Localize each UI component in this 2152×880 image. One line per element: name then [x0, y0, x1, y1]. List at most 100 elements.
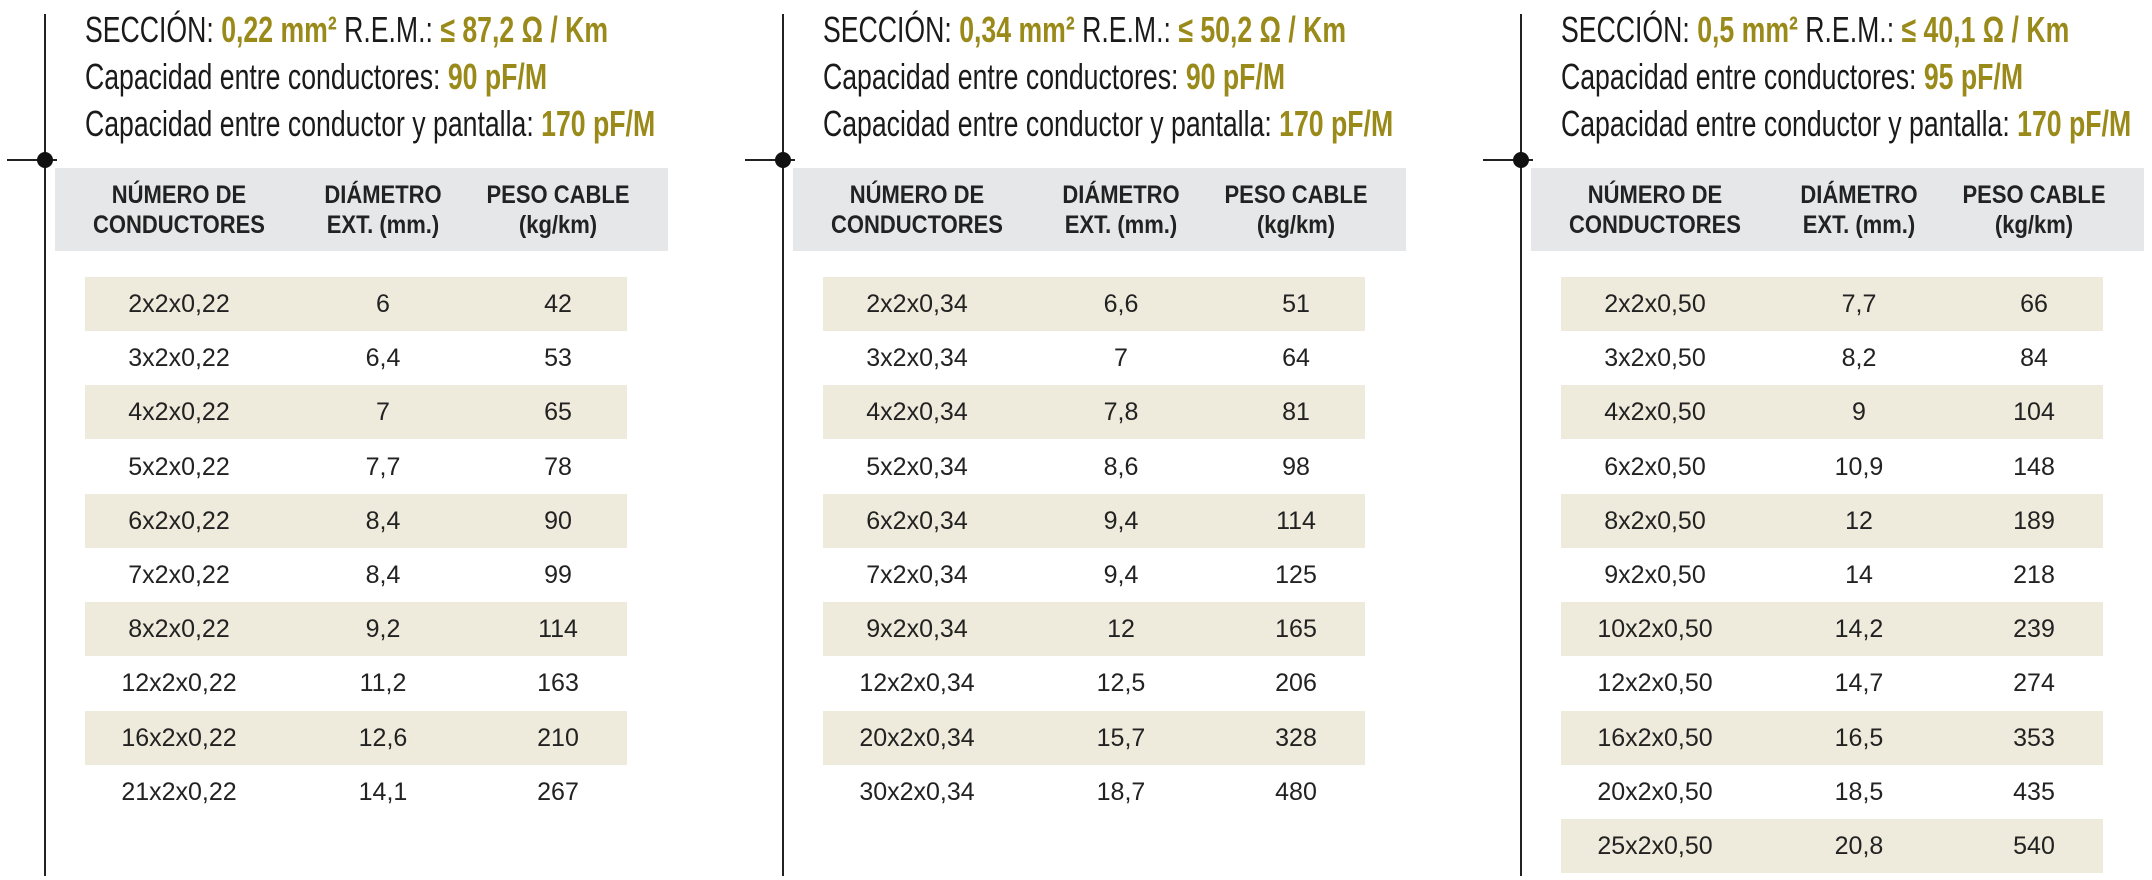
column-header: DIÁMETRO EXT. (mm.)	[1762, 180, 1956, 240]
table-cell: 9,2	[365, 615, 401, 644]
spec-label: Capacidad entre conductores:	[85, 56, 441, 97]
spec-value: ≤ 40,1 Ω / Km	[1901, 9, 2070, 50]
column-header: DIÁMETRO EXT. (mm.)	[286, 180, 480, 240]
header-line: (kg/km)	[518, 211, 598, 239]
table-cell: 98	[1282, 452, 1310, 481]
table-cell: 2x2x0,50	[1604, 290, 1706, 318]
header-line: (kg/km)	[1994, 211, 2074, 239]
table-cell: 148	[2013, 452, 2055, 481]
header-line: NÚMERO DE	[111, 181, 247, 209]
table-cell: 218	[2013, 561, 2055, 589]
table-cell: 21x2x0,22	[121, 777, 237, 806]
table-cell: 435	[2013, 777, 2055, 806]
table-cell: 4x2x0,34	[866, 398, 968, 427]
header-line: NÚMERO DE	[1587, 181, 1723, 209]
spec-value: 170 pF/M	[1279, 103, 1394, 144]
spec-label: Capacidad entre conductor y pantalla:	[823, 103, 1272, 144]
table-cell: 12x2x0,50	[1597, 669, 1713, 698]
spec-label: SECCIÓN:	[85, 9, 214, 50]
table-row	[823, 385, 1365, 440]
table-row	[85, 277, 627, 331]
table-cell: 9,4	[1103, 506, 1139, 535]
spec-line: Capacidad entre conductor y pantalla: 17…	[85, 102, 655, 146]
table-cell: 104	[2013, 398, 2055, 427]
table-cell: 239	[2013, 615, 2055, 644]
header-line: DIÁMETRO	[324, 181, 442, 209]
table-cell: 16x2x0,50	[1597, 723, 1713, 752]
table-cell: 14,1	[358, 777, 408, 806]
table-cell: 6	[376, 290, 390, 318]
table-row	[823, 493, 1365, 548]
table-cell: 15,7	[1096, 723, 1146, 752]
spec-line: Capacidad entre conductor y pantalla: 17…	[823, 102, 1393, 146]
spec-line: Capacidad entre conductores: 90 pF/M	[823, 55, 1285, 99]
spec-line: SECCIÓN: 0,5 mm² R.E.M.: ≤ 40,1 Ω / Km	[1561, 8, 2069, 52]
table-cell: 4x2x0,50	[1604, 398, 1706, 427]
spec-value: ≤ 87,2 Ω / Km	[440, 9, 609, 50]
spec-line: Capacidad entre conductores: 90 pF/M	[85, 55, 547, 99]
table-cell: 14,2	[1834, 615, 1884, 644]
spec-label: R.E.M.:	[1082, 9, 1171, 50]
table-cell: 125	[1275, 561, 1317, 589]
table-cell: 42	[544, 290, 572, 318]
table-cell: 7	[1114, 344, 1128, 373]
spec-value: 0,34 mm²	[959, 9, 1075, 50]
table-row	[1561, 602, 2103, 657]
table-cell: 65	[544, 398, 572, 427]
spec-label: Capacidad entre conductor y pantalla:	[1561, 103, 2010, 144]
table-cell: 7x2x0,34	[866, 561, 968, 589]
table-cell: 9,4	[1103, 561, 1139, 589]
table-cell: 163	[537, 669, 579, 698]
table-cell: 206	[1275, 669, 1317, 698]
table-cell: 6x2x0,22	[128, 506, 230, 535]
header-line: DIÁMETRO	[1062, 181, 1180, 209]
table-cell: 7	[376, 398, 390, 427]
table-cell: 7,8	[1103, 398, 1139, 427]
header-line: (kg/km)	[1256, 211, 1336, 239]
table-cell: 81	[1282, 398, 1310, 427]
table-cell: 20x2x0,34	[859, 723, 975, 752]
divider-line	[1520, 14, 1522, 876]
rule-line	[745, 159, 795, 161]
table-cell: 210	[537, 723, 579, 752]
table-cell: 99	[544, 561, 572, 589]
table-row	[1561, 493, 2103, 548]
header-line: PESO CABLE	[486, 181, 630, 209]
table-cell: 12,6	[358, 723, 408, 752]
column-header: PESO CABLE (kg/km)	[461, 180, 655, 240]
table-cell: 8,4	[365, 506, 401, 535]
table-cell: 25x2x0,50	[1597, 832, 1713, 860]
column-header: PESO CABLE (kg/km)	[1199, 180, 1393, 240]
table-cell: 66	[2020, 290, 2048, 318]
table-cell: 90	[544, 506, 572, 535]
table-row	[85, 602, 627, 657]
table-cell: 7,7	[1841, 290, 1877, 318]
table-cell: 328	[1275, 723, 1317, 752]
table-cell: 7,7	[365, 452, 401, 481]
table-cell: 14	[1845, 561, 1873, 589]
table-cell: 12x2x0,34	[859, 669, 975, 698]
spec-value: 95 pF/M	[1923, 56, 2024, 97]
table-cell: 3x2x0,22	[128, 344, 230, 373]
spec-label: SECCIÓN:	[1561, 9, 1690, 50]
table-header	[55, 168, 668, 251]
spec-value: ≤ 50,2 Ω / Km	[1178, 9, 1347, 50]
spec-value: 90 pF/M	[447, 56, 548, 97]
table-cell: 10x2x0,50	[1597, 615, 1713, 644]
rule-line	[1483, 159, 1533, 161]
table-cell: 12x2x0,22	[121, 669, 237, 698]
spec-label: Capacidad entre conductores:	[823, 56, 1179, 97]
table-cell: 84	[2020, 344, 2048, 373]
marker-dot	[37, 152, 53, 168]
table-cell: 64	[1282, 344, 1310, 373]
table-cell: 114	[538, 615, 578, 644]
table-cell: 10,9	[1834, 452, 1884, 481]
table-cell: 9x2x0,34	[866, 615, 968, 644]
table-cell: 12	[1107, 615, 1135, 644]
table-cell: 20,8	[1834, 832, 1884, 860]
table-row	[85, 385, 627, 440]
divider-line	[782, 14, 784, 876]
table-cell: 353	[2013, 723, 2055, 752]
column-header: NÚMERO DE CONDUCTORES	[820, 180, 1014, 240]
